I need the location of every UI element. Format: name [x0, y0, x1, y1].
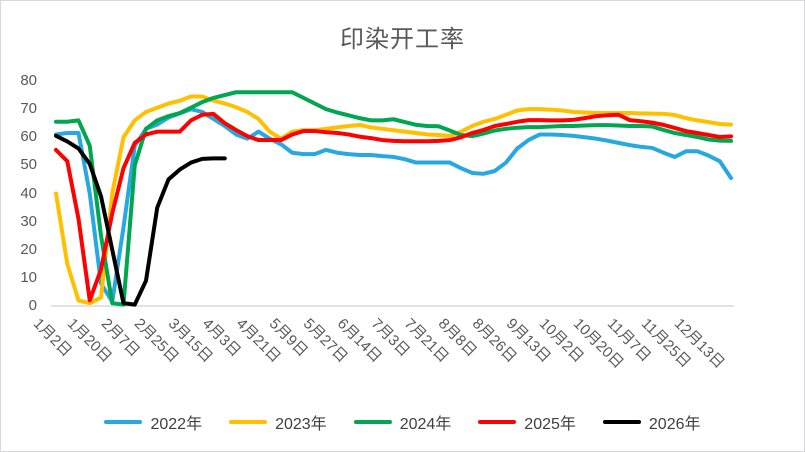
legend-item-2026年: 2026年 [602, 410, 701, 434]
y-axis-tick-label: 10 [20, 268, 37, 286]
y-axis-tick-label: 70 [20, 100, 37, 118]
y-axis-tick-label: 30 [20, 212, 37, 230]
y-axis-tick-label: 50 [20, 156, 37, 174]
legend-swatch [353, 419, 392, 425]
y-axis-tick-label: 80 [20, 72, 37, 89]
legend-label: 2022年 [150, 416, 203, 433]
legend-item-2022年: 2022年 [104, 410, 202, 434]
legend: 2022年 2023年 2024年 2025年 2026年 [1, 410, 804, 434]
series-line-2024年 [54, 90, 733, 307]
legend-label: 2026年 [648, 416, 701, 433]
legend-item-2024年: 2024年 [353, 410, 452, 434]
y-axis-tick-label: 40 [20, 184, 37, 202]
legend-swatch [104, 419, 143, 425]
legend-swatch [229, 419, 268, 425]
legend-label: 2023年 [275, 416, 327, 433]
legend-label: 2024年 [399, 416, 452, 433]
chart-title: 印染开工率 [340, 26, 465, 53]
legend-swatch [602, 419, 641, 425]
legend-swatch [478, 419, 517, 425]
legend-item-2025年: 2025年 [478, 410, 576, 434]
series-line-2026年 [54, 133, 227, 307]
y-axis-tick-label: 20 [20, 240, 37, 258]
legend-item-2023年: 2023年 [229, 410, 327, 434]
y-axis-tick-label: 60 [20, 128, 37, 146]
series-line-2025年 [54, 111, 733, 303]
y-axis-tick-label: 0 [28, 297, 37, 314]
legend-label: 2025年 [524, 416, 576, 433]
